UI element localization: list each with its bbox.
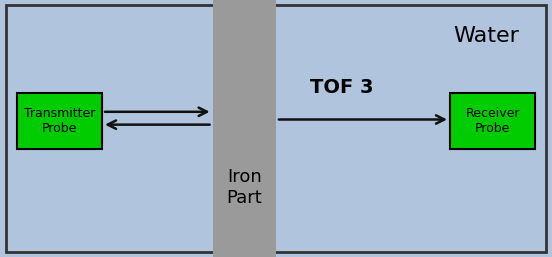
Bar (450, 93, 535, 149)
Text: Iron
Part: Iron Part (227, 168, 262, 207)
Bar (17, 93, 102, 149)
Text: Water: Water (453, 26, 519, 46)
Bar (213, 0, 276, 257)
Text: Transmitter
Probe: Transmitter Probe (24, 107, 95, 135)
Text: Receiver
Probe: Receiver Probe (466, 107, 520, 135)
Text: TOF 3: TOF 3 (310, 78, 374, 97)
